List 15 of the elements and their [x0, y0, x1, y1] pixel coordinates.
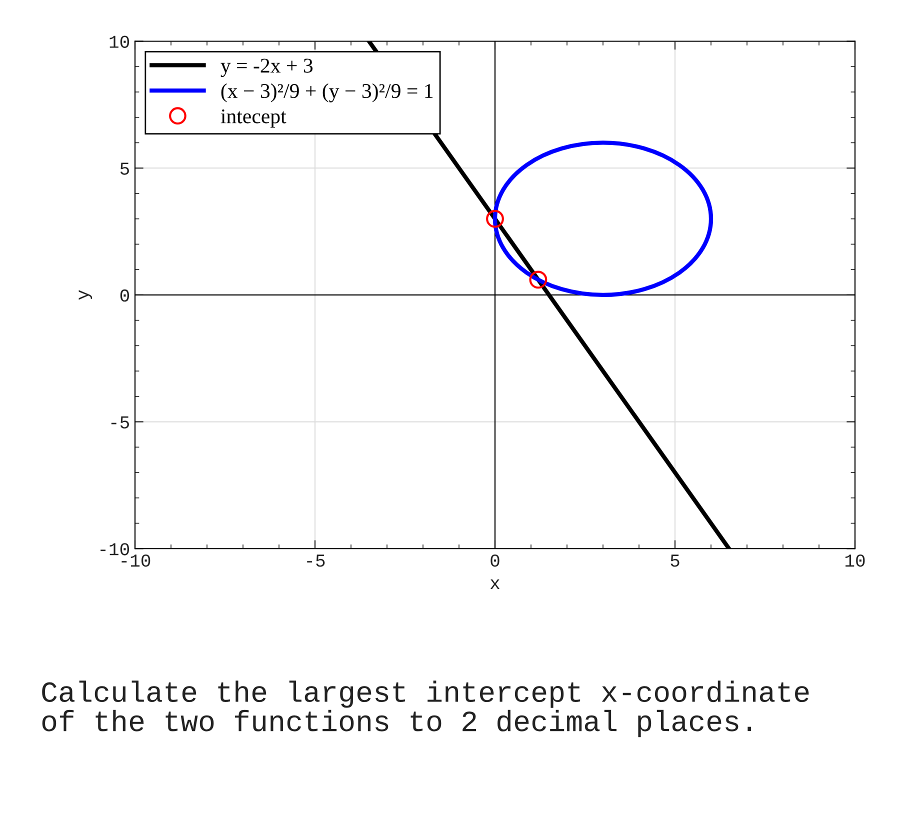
y-tick-label: 10 — [110, 36, 130, 48]
legend-label: (x − 3)²/9 + (y − 3)²/9 = 1 — [221, 83, 433, 102]
x-axis-title: x — [490, 579, 500, 589]
y-axis-title: y — [78, 290, 92, 300]
y-tick-label: -5 — [111, 416, 129, 428]
x-tick-label: -5 — [307, 554, 325, 567]
y-tick-label: 0 — [120, 289, 130, 302]
x-tick-label: 10 — [845, 554, 865, 567]
text: Calculate the largest intercept x-coordinate of the two functions to 2 decimal places. — [42, 680, 809, 738]
x-tick-label: 5 — [670, 554, 680, 567]
y-tick-label: 5 — [120, 162, 129, 175]
legend-label: y = -2x + 3 — [220, 58, 313, 77]
legend-label: intecept — [220, 109, 286, 128]
y-tick-label: -10 — [100, 543, 130, 556]
x-tick-label: 0 — [490, 554, 500, 567]
